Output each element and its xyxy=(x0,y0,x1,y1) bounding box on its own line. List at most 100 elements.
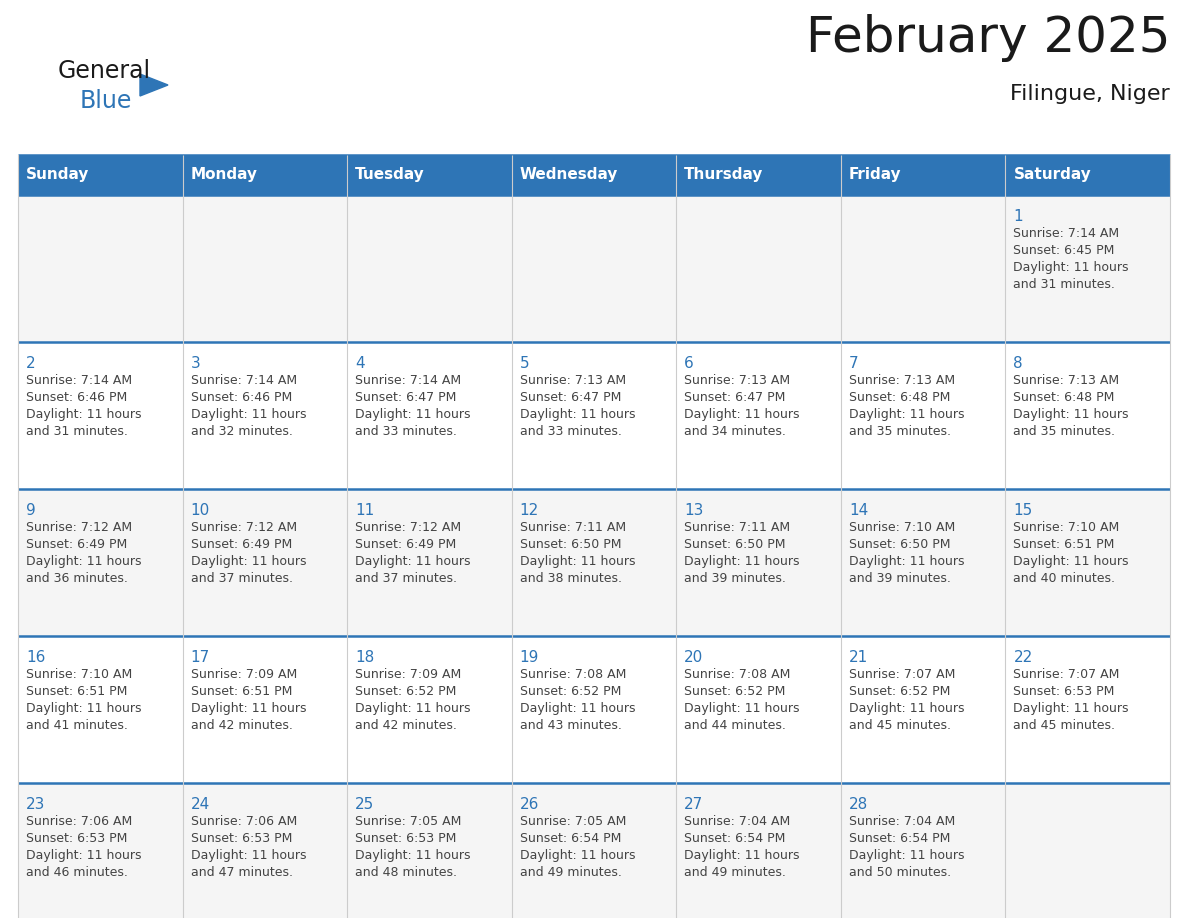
Text: Sunrise: 7:14 AM: Sunrise: 7:14 AM xyxy=(26,374,132,387)
Text: 12: 12 xyxy=(519,503,539,518)
Text: Sunset: 6:47 PM: Sunset: 6:47 PM xyxy=(519,391,621,404)
Text: Sunrise: 7:05 AM: Sunrise: 7:05 AM xyxy=(519,815,626,828)
Text: and 47 minutes.: and 47 minutes. xyxy=(190,866,292,879)
Text: Daylight: 11 hours: Daylight: 11 hours xyxy=(190,702,307,715)
Text: 1: 1 xyxy=(1013,209,1023,224)
Text: and 37 minutes.: and 37 minutes. xyxy=(355,572,457,585)
Text: Sunset: 6:52 PM: Sunset: 6:52 PM xyxy=(355,685,456,698)
Text: Daylight: 11 hours: Daylight: 11 hours xyxy=(684,555,800,568)
Text: 27: 27 xyxy=(684,797,703,812)
Text: 7: 7 xyxy=(849,356,859,371)
Text: Sunrise: 7:04 AM: Sunrise: 7:04 AM xyxy=(684,815,790,828)
Text: 6: 6 xyxy=(684,356,694,371)
Text: Sunset: 6:53 PM: Sunset: 6:53 PM xyxy=(355,832,456,845)
Text: Daylight: 11 hours: Daylight: 11 hours xyxy=(519,849,636,862)
Text: 5: 5 xyxy=(519,356,530,371)
Text: Wednesday: Wednesday xyxy=(519,167,618,183)
Text: Sunrise: 7:13 AM: Sunrise: 7:13 AM xyxy=(849,374,955,387)
Text: Sunset: 6:45 PM: Sunset: 6:45 PM xyxy=(1013,244,1114,257)
Text: February 2025: February 2025 xyxy=(805,14,1170,62)
Text: Sunrise: 7:12 AM: Sunrise: 7:12 AM xyxy=(26,521,132,534)
Text: Sunset: 6:54 PM: Sunset: 6:54 PM xyxy=(684,832,785,845)
Text: Sunset: 6:46 PM: Sunset: 6:46 PM xyxy=(26,391,127,404)
Text: Sunset: 6:51 PM: Sunset: 6:51 PM xyxy=(1013,538,1114,551)
Text: and 44 minutes.: and 44 minutes. xyxy=(684,719,786,732)
Text: 26: 26 xyxy=(519,797,539,812)
Text: Monday: Monday xyxy=(190,167,258,183)
Text: Sunrise: 7:08 AM: Sunrise: 7:08 AM xyxy=(684,668,791,681)
Text: Sunrise: 7:04 AM: Sunrise: 7:04 AM xyxy=(849,815,955,828)
Text: 3: 3 xyxy=(190,356,201,371)
Text: Sunrise: 7:06 AM: Sunrise: 7:06 AM xyxy=(190,815,297,828)
Text: Daylight: 11 hours: Daylight: 11 hours xyxy=(190,849,307,862)
Text: Sunrise: 7:10 AM: Sunrise: 7:10 AM xyxy=(26,668,132,681)
Text: Tuesday: Tuesday xyxy=(355,167,425,183)
Text: Sunset: 6:49 PM: Sunset: 6:49 PM xyxy=(190,538,292,551)
Text: Sunset: 6:52 PM: Sunset: 6:52 PM xyxy=(684,685,785,698)
Text: Sunrise: 7:13 AM: Sunrise: 7:13 AM xyxy=(519,374,626,387)
Text: and 42 minutes.: and 42 minutes. xyxy=(355,719,457,732)
Text: and 50 minutes.: and 50 minutes. xyxy=(849,866,950,879)
Text: Sunset: 6:48 PM: Sunset: 6:48 PM xyxy=(1013,391,1114,404)
Text: 11: 11 xyxy=(355,503,374,518)
Text: and 35 minutes.: and 35 minutes. xyxy=(1013,425,1116,438)
Text: and 31 minutes.: and 31 minutes. xyxy=(1013,278,1116,291)
Text: Daylight: 11 hours: Daylight: 11 hours xyxy=(1013,555,1129,568)
Text: Daylight: 11 hours: Daylight: 11 hours xyxy=(849,555,965,568)
Text: and 42 minutes.: and 42 minutes. xyxy=(190,719,292,732)
Text: Sunset: 6:54 PM: Sunset: 6:54 PM xyxy=(519,832,621,845)
Text: Daylight: 11 hours: Daylight: 11 hours xyxy=(355,702,470,715)
Text: Sunset: 6:53 PM: Sunset: 6:53 PM xyxy=(190,832,292,845)
Text: 15: 15 xyxy=(1013,503,1032,518)
Text: Sunrise: 7:11 AM: Sunrise: 7:11 AM xyxy=(519,521,626,534)
Bar xyxy=(18,195,1170,342)
Text: and 33 minutes.: and 33 minutes. xyxy=(519,425,621,438)
Text: Sunrise: 7:14 AM: Sunrise: 7:14 AM xyxy=(1013,227,1119,240)
Text: Daylight: 11 hours: Daylight: 11 hours xyxy=(519,702,636,715)
Text: and 45 minutes.: and 45 minutes. xyxy=(849,719,950,732)
Text: and 48 minutes.: and 48 minutes. xyxy=(355,866,457,879)
Text: Sunset: 6:48 PM: Sunset: 6:48 PM xyxy=(849,391,950,404)
Text: 22: 22 xyxy=(1013,650,1032,665)
Text: 19: 19 xyxy=(519,650,539,665)
Text: and 39 minutes.: and 39 minutes. xyxy=(849,572,950,585)
Text: Daylight: 11 hours: Daylight: 11 hours xyxy=(26,849,141,862)
Polygon shape xyxy=(140,74,168,96)
Text: Sunset: 6:50 PM: Sunset: 6:50 PM xyxy=(684,538,785,551)
Text: 20: 20 xyxy=(684,650,703,665)
Text: Daylight: 11 hours: Daylight: 11 hours xyxy=(1013,408,1129,421)
Bar xyxy=(18,783,1170,918)
Text: Sunset: 6:47 PM: Sunset: 6:47 PM xyxy=(355,391,456,404)
Text: Sunrise: 7:12 AM: Sunrise: 7:12 AM xyxy=(190,521,297,534)
Text: Daylight: 11 hours: Daylight: 11 hours xyxy=(190,555,307,568)
Bar xyxy=(18,489,1170,636)
Text: Sunset: 6:46 PM: Sunset: 6:46 PM xyxy=(190,391,292,404)
Text: 28: 28 xyxy=(849,797,868,812)
Text: 4: 4 xyxy=(355,356,365,371)
Text: Sunrise: 7:05 AM: Sunrise: 7:05 AM xyxy=(355,815,461,828)
Text: and 49 minutes.: and 49 minutes. xyxy=(684,866,786,879)
Text: and 37 minutes.: and 37 minutes. xyxy=(190,572,292,585)
Text: Sunrise: 7:10 AM: Sunrise: 7:10 AM xyxy=(1013,521,1119,534)
Text: 21: 21 xyxy=(849,650,868,665)
Text: Sunrise: 7:13 AM: Sunrise: 7:13 AM xyxy=(684,374,790,387)
Text: Sunrise: 7:06 AM: Sunrise: 7:06 AM xyxy=(26,815,132,828)
Text: Sunset: 6:52 PM: Sunset: 6:52 PM xyxy=(849,685,950,698)
Text: Sunset: 6:47 PM: Sunset: 6:47 PM xyxy=(684,391,785,404)
Text: 17: 17 xyxy=(190,650,210,665)
Text: Sunset: 6:52 PM: Sunset: 6:52 PM xyxy=(519,685,621,698)
Text: 24: 24 xyxy=(190,797,210,812)
Text: Sunset: 6:53 PM: Sunset: 6:53 PM xyxy=(26,832,127,845)
Text: Daylight: 11 hours: Daylight: 11 hours xyxy=(26,702,141,715)
Text: Sunset: 6:50 PM: Sunset: 6:50 PM xyxy=(519,538,621,551)
Text: and 38 minutes.: and 38 minutes. xyxy=(519,572,621,585)
Text: 23: 23 xyxy=(26,797,45,812)
Text: Daylight: 11 hours: Daylight: 11 hours xyxy=(190,408,307,421)
Text: Thursday: Thursday xyxy=(684,167,764,183)
Bar xyxy=(18,342,1170,489)
Text: Daylight: 11 hours: Daylight: 11 hours xyxy=(849,702,965,715)
Text: Daylight: 11 hours: Daylight: 11 hours xyxy=(849,849,965,862)
Text: Sunrise: 7:07 AM: Sunrise: 7:07 AM xyxy=(1013,668,1120,681)
Text: and 35 minutes.: and 35 minutes. xyxy=(849,425,950,438)
Text: Daylight: 11 hours: Daylight: 11 hours xyxy=(1013,261,1129,274)
